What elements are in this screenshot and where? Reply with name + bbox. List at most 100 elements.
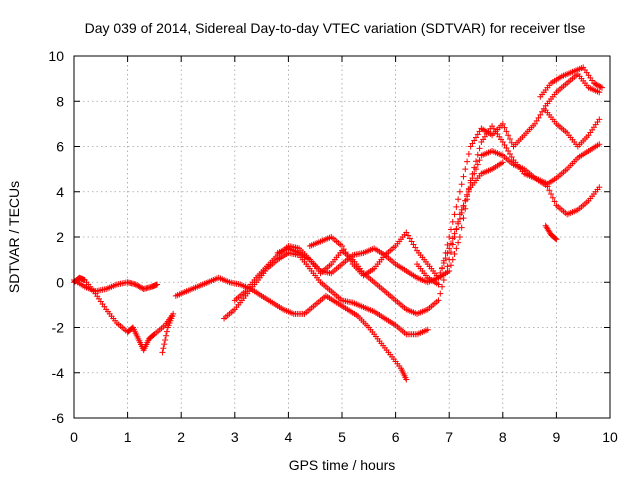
- data-point: [440, 276, 447, 283]
- x-tick-label: 9: [553, 429, 561, 445]
- data-point: [444, 241, 451, 248]
- data-point: [505, 148, 512, 155]
- data-point: [449, 256, 456, 263]
- data-point: [162, 336, 169, 343]
- data-point: [455, 239, 462, 246]
- data-point: [447, 240, 454, 247]
- data-point: [465, 151, 472, 158]
- y-tick-label: 0: [56, 274, 64, 290]
- data-point: [435, 297, 442, 304]
- data-point: [552, 235, 559, 242]
- data-point: [501, 141, 508, 148]
- data-point: [458, 224, 465, 231]
- series-8: [414, 71, 603, 288]
- data-point: [508, 154, 515, 161]
- data-point: [339, 243, 345, 250]
- series-6: [274, 141, 603, 286]
- data-point: [544, 183, 551, 190]
- data-point: [342, 249, 349, 256]
- x-tick-label: 2: [177, 429, 185, 445]
- data-point: [473, 158, 479, 165]
- data-point: [410, 241, 417, 248]
- data-point: [474, 131, 481, 138]
- data-point: [455, 196, 462, 203]
- plot-frame: [73, 55, 611, 419]
- data-point: [596, 141, 603, 148]
- y-axis-label: SDTVAR / TECUs: [6, 181, 22, 293]
- data-point: [451, 211, 458, 218]
- data-point: [456, 215, 463, 222]
- series-11: [542, 222, 560, 243]
- data-point: [412, 244, 419, 251]
- y-ticks: -6 -4 -2 0 2 4 6 8 10: [48, 48, 610, 426]
- x-tick-label: 6: [392, 429, 400, 445]
- x-tick-label: 4: [285, 429, 293, 445]
- data-point: [403, 229, 410, 236]
- data-point: [447, 262, 454, 269]
- y-tick-label: 10: [48, 48, 64, 64]
- data-point: [446, 245, 453, 252]
- x-tick-label: 10: [602, 429, 618, 445]
- y-tick-label: -4: [52, 365, 65, 381]
- data-point: [164, 324, 171, 331]
- data-point: [503, 145, 510, 152]
- data-point: [505, 132, 512, 139]
- x-tick-label: 5: [338, 429, 346, 445]
- data-point: [456, 188, 463, 195]
- x-ticks: 0 1 2 3 4 5 6 7 8 9 10: [70, 56, 618, 445]
- data-point: [347, 258, 354, 265]
- series-10: [542, 107, 603, 150]
- data-point: [596, 184, 603, 191]
- data-point: [542, 179, 549, 186]
- data-point: [474, 151, 481, 158]
- series-9: [537, 64, 605, 100]
- data-point: [596, 116, 603, 123]
- data-point: [546, 187, 553, 194]
- data-point: [535, 114, 542, 121]
- data-point: [455, 220, 462, 227]
- data-point: [437, 290, 444, 297]
- y-tick-label: 6: [56, 139, 64, 155]
- data-point: [471, 137, 478, 144]
- data-point: [453, 225, 460, 232]
- data-point: [474, 161, 481, 168]
- x-tick-label: 1: [124, 429, 132, 445]
- x-tick-label: 8: [499, 429, 507, 445]
- data-point: [460, 215, 467, 222]
- data-point: [596, 89, 603, 96]
- data-point: [446, 267, 453, 274]
- data-point: [553, 236, 560, 243]
- series-7: [306, 123, 603, 281]
- data-point: [465, 186, 472, 193]
- series-3: [172, 274, 410, 383]
- x-tick-label: 7: [445, 429, 453, 445]
- data-point: [161, 341, 168, 348]
- data-point: [344, 252, 351, 259]
- data-point: [437, 273, 444, 280]
- data-point: [439, 283, 446, 290]
- data-point: [499, 138, 506, 145]
- y-tick-label: -6: [52, 410, 65, 426]
- y-tick-label: -2: [52, 320, 65, 336]
- data-point: [503, 128, 510, 135]
- data-point: [440, 257, 447, 264]
- chart-title: Day 039 of 2014, Sidereal Day-to-day VTE…: [85, 20, 586, 36]
- data-point: [499, 159, 506, 166]
- data-point: [537, 111, 544, 118]
- data-point: [449, 235, 456, 242]
- data-point: [476, 128, 483, 135]
- x-tick-label: 0: [70, 429, 78, 445]
- data-point: [506, 151, 513, 158]
- data-point: [462, 205, 469, 212]
- data-point: [160, 345, 167, 352]
- series-1: [71, 276, 161, 295]
- data-point: [467, 177, 474, 184]
- data-point: [460, 173, 467, 180]
- data-point: [473, 134, 479, 141]
- data-point: [499, 120, 506, 127]
- data-point: [476, 145, 483, 152]
- data-point: [539, 108, 546, 115]
- series-2: [71, 274, 177, 356]
- data-point: [456, 234, 463, 240]
